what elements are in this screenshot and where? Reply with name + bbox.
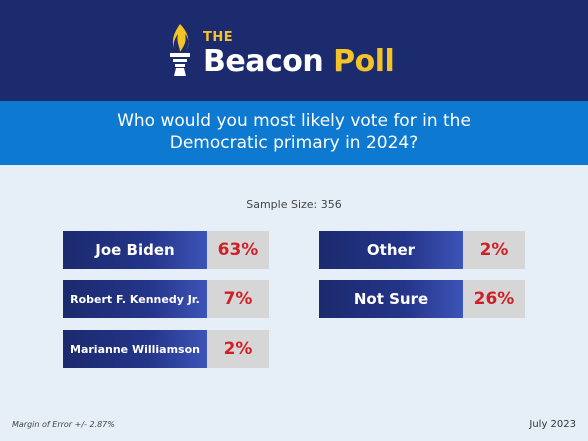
result-row: Joe Biden 63% — [63, 231, 269, 269]
torch-icon — [170, 24, 190, 76]
result-row: Other 2% — [319, 231, 525, 269]
result-row: Not Sure 26% — [319, 280, 525, 318]
candidate-percent: 7% — [207, 280, 269, 318]
candidate-percent: 2% — [207, 330, 269, 368]
candidate-label: Robert F. Kennedy Jr. — [63, 280, 207, 318]
candidate-percent: 2% — [463, 231, 525, 269]
candidate-label: Marianne Williamson — [63, 330, 207, 368]
result-row: Robert F. Kennedy Jr. 7% — [63, 280, 269, 318]
candidate-percent: 26% — [463, 280, 525, 318]
sample-size: Sample Size: 356 — [246, 198, 342, 211]
question-line-1: Who would you most likely vote for in th… — [117, 111, 471, 131]
question-line-2: Democratic primary in 2024? — [169, 133, 419, 153]
poll-question: Who would you most likely vote for in th… — [60, 110, 528, 154]
logo-accent: Poll — [333, 44, 395, 79]
logo-title: Beacon Poll — [203, 44, 395, 79]
candidate-percent: 63% — [207, 231, 269, 269]
poll-date: July 2023 — [529, 419, 576, 430]
result-row: Marianne Williamson 2% — [63, 330, 269, 368]
logo-name: Beacon — [203, 44, 324, 79]
candidate-label: Not Sure — [319, 280, 463, 318]
candidate-label: Other — [319, 231, 463, 269]
logo-the-text: THE — [203, 30, 234, 45]
header-band — [0, 0, 588, 101]
candidate-label: Joe Biden — [63, 231, 207, 269]
margin-of-error: Margin of Error +/- 2.87% — [12, 420, 115, 429]
question-band — [0, 101, 588, 165]
